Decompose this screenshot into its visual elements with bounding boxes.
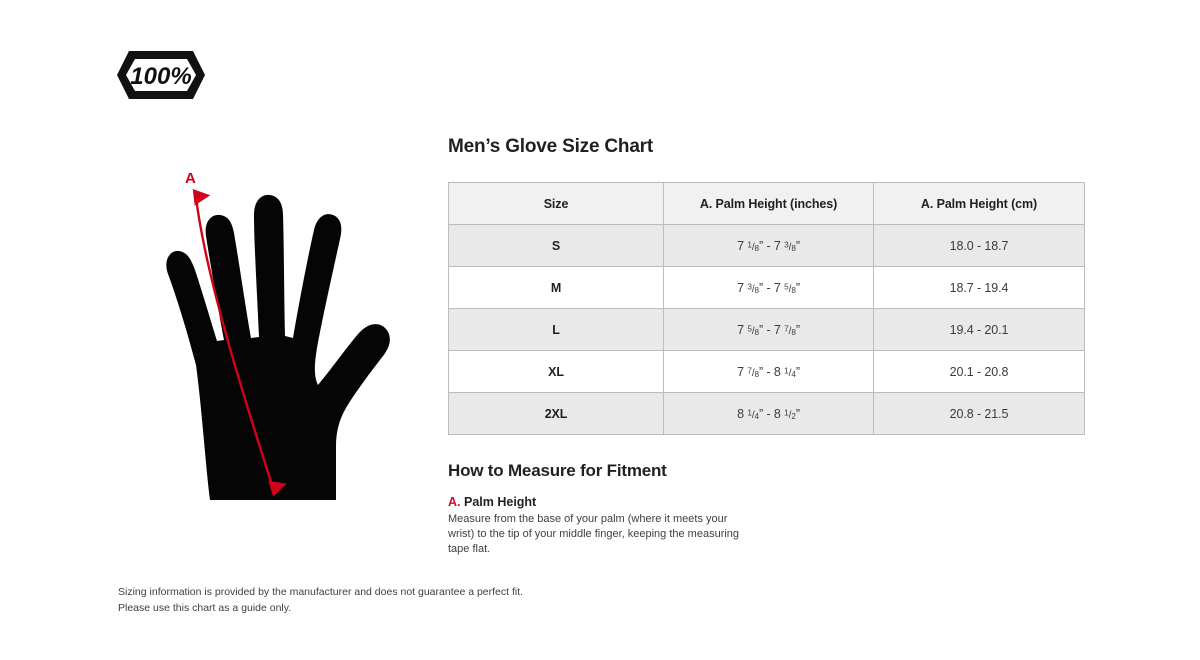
cell-cm: 18.0 - 18.7 (873, 224, 1085, 267)
disclaimer-line-2: Please use this chart as a guide only. (118, 602, 292, 615)
cell-inches: 7 7/8” - 8 1/4” (663, 350, 874, 393)
cell-size: 2XL (448, 392, 664, 435)
measure-item-name: Palm Height (463, 495, 537, 509)
disclaimer-line-1: Sizing information is provided by the ma… (118, 586, 524, 598)
size-chart-table: Size A. Palm Height (inches) A. Palm Hei… (448, 182, 1085, 435)
logo-hex-inner (126, 59, 196, 91)
cell-inches: 7 1/8” - 7 3/8” (663, 224, 874, 267)
table-row: 2XL 8 1/4” - 8 1/2” 20.8 - 21.5 (448, 392, 1085, 435)
cell-cm: 20.1 - 20.8 (873, 350, 1085, 393)
disclaimer: Sizing information is provided by the ma… (118, 584, 523, 617)
table-header-row: Size A. Palm Height (inches) A. Palm Hei… (448, 182, 1085, 225)
cell-size: L (448, 308, 664, 351)
hand-silhouette-shape (166, 194, 390, 501)
how-to-measure-title: How to Measure for Fitment (448, 461, 667, 480)
table-row: M 7 3/8” - 7 5/8” 18.7 - 19.4 (448, 266, 1085, 309)
how-to-measure-section: How to Measure for Fitment A. Palm Heigh… (448, 461, 1084, 558)
table-row: L 7 5/8” - 7 7/8” 19.4 - 20.1 (448, 308, 1085, 351)
measure-item-heading: A. Palm Height (448, 495, 1084, 509)
column-header-size: Size (448, 182, 664, 225)
cell-inches: 7 5/8” - 7 7/8” (663, 308, 874, 351)
measure-item-description: Measure from the base of your palm (wher… (448, 513, 740, 556)
content-column: Men’s Glove Size Chart Size A. Palm Heig… (448, 136, 1085, 558)
cell-inches: 7 3/8” - 7 5/8” (663, 266, 874, 309)
cell-inches: 8 1/4” - 8 1/2” (663, 392, 874, 435)
measure-letter: A. (448, 495, 461, 509)
page-title: Men’s Glove Size Chart (448, 136, 654, 157)
hundred-percent-logo: 100% (115, 47, 207, 103)
logo-text: 100% (130, 63, 191, 90)
hand-silhouette-figure (118, 170, 428, 520)
cell-size: XL (448, 350, 664, 393)
table-row: XL 7 7/8” - 8 1/4” 20.1 - 20.8 (448, 350, 1085, 393)
cell-size: S (448, 224, 664, 267)
cell-cm: 18.7 - 19.4 (873, 266, 1085, 309)
table-row: S 7 1/8” - 7 3/8” 18.0 - 18.7 (448, 224, 1085, 267)
column-header-palm-height-cm: A. Palm Height (cm) (873, 182, 1085, 225)
cell-size: M (448, 266, 664, 309)
measurement-label-a: A (185, 170, 196, 187)
cell-cm: 20.8 - 21.5 (873, 392, 1085, 435)
palm-height-measure-arrow (192, 188, 287, 497)
column-header-palm-height-inches: A. Palm Height (inches) (663, 182, 874, 225)
cell-cm: 19.4 - 20.1 (873, 308, 1085, 351)
